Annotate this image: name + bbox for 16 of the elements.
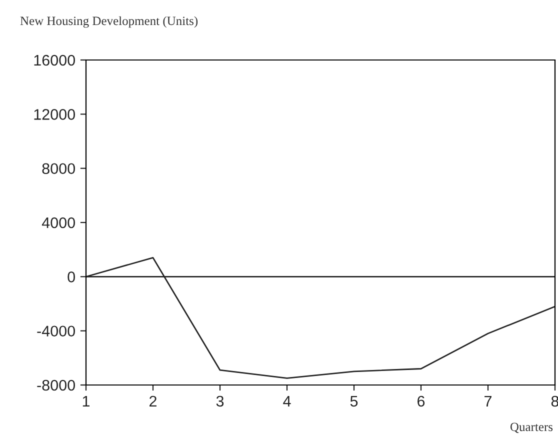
x-axis-title: Quarters xyxy=(510,422,553,434)
y-tick-label: 8000 xyxy=(42,163,75,174)
x-tick-label: 4 xyxy=(283,396,291,406)
x-tick-label: 1 xyxy=(82,396,90,406)
y-tick-label: -4000 xyxy=(37,326,75,337)
y-tick-label: -8000 xyxy=(37,380,75,391)
x-tick-label: 6 xyxy=(418,396,425,407)
x-tick-label: 2 xyxy=(150,396,156,406)
x-tick-label: 3 xyxy=(216,396,224,407)
chart-title: New Housing Development (Units) xyxy=(20,16,198,28)
y-tick-label: 0 xyxy=(68,272,75,282)
y-tick-label: 12000 xyxy=(34,109,75,120)
x-tick-label: 5 xyxy=(350,396,358,407)
y-tick-label: 4000 xyxy=(42,217,75,228)
x-tick-label: 7 xyxy=(484,396,492,406)
y-tick-label: 16000 xyxy=(34,54,75,66)
